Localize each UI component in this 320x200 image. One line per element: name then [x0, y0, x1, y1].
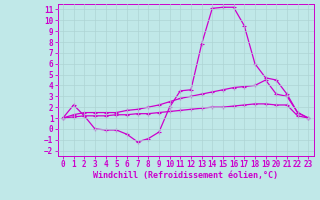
- X-axis label: Windchill (Refroidissement éolien,°C): Windchill (Refroidissement éolien,°C): [93, 171, 278, 180]
